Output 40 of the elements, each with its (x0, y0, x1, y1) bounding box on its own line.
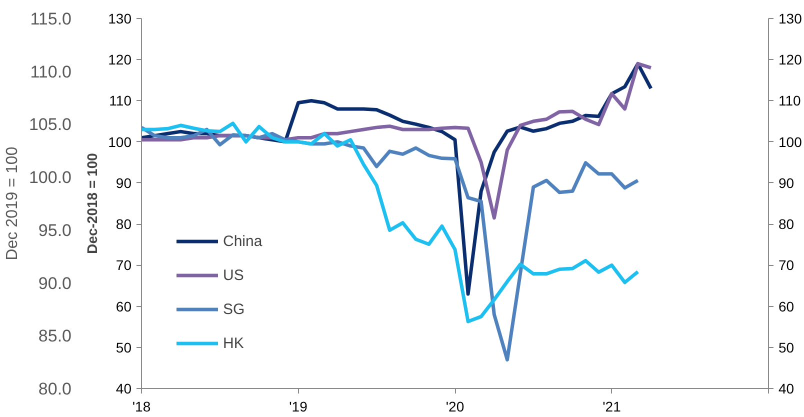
y-tick-label: 120 (108, 52, 132, 68)
y3-tick-label: 105.0 (28, 115, 72, 134)
line-series (142, 126, 640, 362)
y2-tick-label: 130 (778, 10, 802, 26)
x-tick-label: '20 (446, 398, 464, 414)
y2-tick-label: 110 (778, 92, 802, 109)
legend-label: US (223, 266, 244, 284)
y3-tick-label: 100.0 (28, 168, 72, 188)
x-tick-label: '21 (602, 398, 622, 414)
y-tick-label: 70 (116, 257, 132, 274)
x-tick-label: '19 (289, 398, 308, 414)
y-tick-label: 90 (116, 174, 132, 191)
y-tick-label: 60 (116, 298, 132, 314)
y3-tick-label: 85.0 (38, 326, 72, 346)
y3-axis-title: Dec 2019 = 100 (4, 146, 21, 260)
y2-tick-label: 80 (778, 216, 794, 232)
line-series (142, 122, 640, 324)
y2-tick-label: 70 (778, 257, 794, 274)
y-tick-label: 130 (108, 10, 132, 26)
y3-tick-label: 110.0 (30, 62, 72, 82)
y2-tick-label: 100 (778, 134, 802, 150)
y3-tick-label: 90.0 (38, 274, 72, 293)
y2-tick-label: 90 (778, 174, 794, 191)
legend-label: SG (223, 300, 245, 318)
legend-label: HK (223, 334, 244, 352)
y3-tick-label: 80.0 (38, 380, 72, 398)
y3-tick-label: 115.0 (30, 10, 72, 28)
y-tick-label: 40 (116, 380, 132, 396)
y2-tick-label: 50 (778, 339, 794, 356)
y-tick-label: 50 (116, 339, 132, 356)
y3-tick-label: 95.0 (38, 220, 72, 240)
y-tick-label: 110 (109, 92, 132, 109)
y-tick-label: 100 (108, 134, 132, 150)
x-tick-label: '18 (132, 398, 151, 414)
y2-tick-label: 40 (778, 380, 794, 396)
y-tick-label: 80 (116, 216, 132, 232)
y-axis-title: Dec-2018 = 100 (84, 152, 100, 254)
legend-label: China (223, 232, 262, 250)
y2-tick-label: 120 (778, 52, 802, 68)
y2-tick-label: 60 (778, 298, 794, 314)
